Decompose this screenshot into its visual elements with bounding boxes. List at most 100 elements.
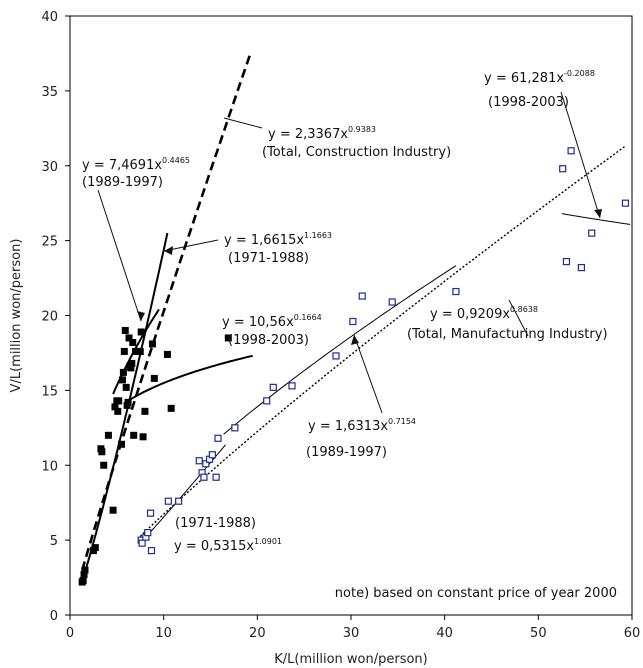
y-tick-label: 10 [41, 459, 58, 474]
y-tick-label: 35 [41, 85, 58, 100]
data-point [139, 433, 147, 441]
data-point [100, 461, 108, 469]
data-point [141, 407, 149, 415]
data-point [146, 509, 155, 517]
data-point [98, 448, 106, 456]
data-point [129, 338, 137, 346]
annotation-leader [223, 117, 263, 129]
data-point [104, 431, 112, 439]
data-point [167, 404, 175, 412]
data-point [147, 547, 156, 555]
fit-curve [80, 51, 253, 571]
data-point [150, 374, 158, 382]
x-axis-title: K/L(million won/person) [274, 652, 428, 667]
annotation-leader [560, 91, 601, 219]
data-point [128, 359, 136, 367]
x-tick-label: 60 [624, 626, 641, 641]
y-tick-label: 20 [41, 310, 58, 325]
data-points [78, 147, 630, 586]
data-point [231, 424, 239, 432]
data-point [118, 440, 126, 448]
x-tick-label: 20 [249, 626, 266, 641]
data-point [127, 364, 135, 372]
data-point [120, 347, 128, 355]
y-tick-label: 25 [41, 235, 58, 250]
annotation-period: (1971-1988) [175, 516, 256, 531]
annotations: y = 7,4691x0.4465 (1989-1997) y = 2,3367… [82, 69, 608, 554]
annotation-period: (Total, Manufacturing Industry) [407, 327, 608, 342]
data-point [288, 382, 296, 390]
data-point [111, 403, 119, 411]
fit-curve [561, 213, 631, 225]
arrowhead [137, 311, 145, 321]
annotation-period: (1971-1988) [228, 251, 309, 266]
y-tick-label: 15 [41, 384, 58, 399]
data-point [175, 497, 183, 505]
annotation-equation: y = 7,4691x0.4465 [82, 156, 190, 173]
data-point [121, 326, 129, 334]
data-point [562, 257, 571, 266]
annotation-equation: y = 0,5315x1.0901 [174, 537, 282, 554]
data-point [577, 263, 586, 272]
data-point [263, 397, 271, 405]
fit-curve [128, 354, 253, 402]
chart-note: note) based on constant price of year 20… [335, 586, 617, 601]
data-point [81, 566, 89, 574]
data-point [559, 165, 567, 173]
data-point [119, 368, 127, 376]
data-point [332, 352, 340, 360]
annotation-period: (Total, Construction Industry) [262, 145, 451, 160]
annotation-period: (1989-1997) [306, 445, 387, 460]
data-point [349, 317, 357, 326]
data-point [588, 229, 596, 237]
y-tick-label: 30 [41, 160, 58, 175]
x-tick-label: 30 [343, 626, 360, 641]
data-point [137, 328, 145, 336]
annotation-period: (1989-1997) [82, 175, 163, 190]
data-point [125, 334, 133, 342]
arrowhead [351, 335, 359, 345]
y-tick-label: 5 [50, 534, 58, 549]
data-point [567, 147, 575, 155]
y-axis-title: V/L(million won/person) [9, 239, 24, 393]
data-point [202, 460, 210, 468]
data-point [136, 347, 144, 355]
annotation-equation: y = 0,9209x0.8638 [430, 305, 538, 322]
data-point [621, 199, 630, 207]
data-point [212, 473, 220, 481]
arrowhead [594, 209, 602, 218]
data-point [164, 497, 172, 505]
data-point [115, 397, 123, 405]
data-point [163, 350, 171, 358]
data-point [269, 383, 277, 391]
data-point [388, 298, 396, 306]
data-point [80, 571, 88, 579]
x-tick-label: 10 [155, 626, 172, 641]
annotation-equation: y = 10,56x0.1664 [222, 313, 322, 330]
plot-area: 0 10 20 30 40 50 60 0 5 10 15 20 25 30 35 40 K/L(million… [9, 10, 640, 667]
annotation-equation: y = 1,6615x1.1663 [224, 231, 332, 248]
data-point [79, 577, 87, 585]
annotation-leader [508, 299, 529, 337]
y-tick-label: 40 [41, 10, 58, 25]
x-tick-label: 40 [436, 626, 453, 641]
fit-curve [139, 145, 626, 537]
annotation-equation: y = 2,3367x0.9383 [268, 125, 376, 142]
data-point [148, 340, 156, 348]
arrowhead [164, 246, 173, 255]
data-point [358, 292, 366, 300]
data-point [118, 376, 126, 384]
annotation-period: (1998-2003) [228, 333, 309, 348]
data-point [130, 431, 138, 439]
annotation-leader [163, 239, 219, 252]
x-tick-label: 0 [66, 626, 74, 641]
fit-curve [223, 265, 457, 435]
annotation-equation: y = 61,281x-0.2088 [484, 69, 595, 86]
annotation-period: (1998-2003) [488, 95, 569, 110]
data-point [144, 529, 152, 537]
data-point [195, 457, 203, 465]
data-point [124, 398, 132, 406]
annotation-leader [353, 334, 383, 414]
